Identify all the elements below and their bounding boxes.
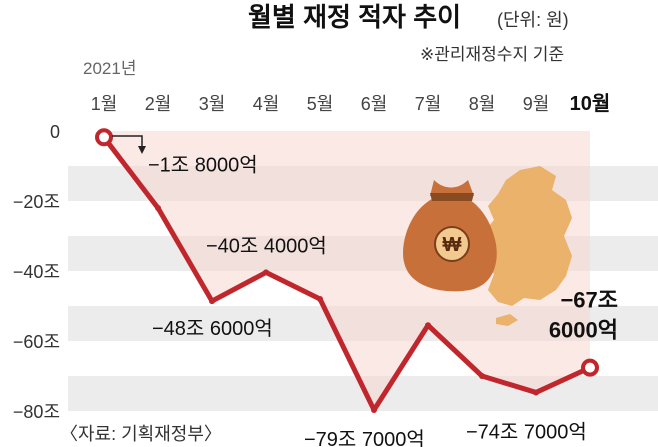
- data-point: [263, 269, 269, 276]
- x-tick-label: 10월: [570, 92, 611, 115]
- x-tick-label: 7월: [415, 94, 442, 114]
- data-point: [155, 205, 161, 211]
- x-tick-label: 8월: [469, 94, 496, 114]
- data-points: [95, 128, 599, 413]
- chart-title: 월별 재정 적자 추이: [248, 2, 461, 32]
- label-pointer: [112, 135, 143, 150]
- x-tick-label: 9월: [523, 94, 550, 114]
- x-tick-label: 5월: [307, 94, 334, 114]
- y-tick-label: −40조: [13, 262, 60, 282]
- data-label: −40조 4000억: [206, 234, 327, 257]
- y-axis: 0 −20조 −40조 −60조 −80조: [13, 122, 60, 422]
- label-pointer-head: [138, 146, 146, 154]
- subtitle: ※관리재정수지 기준: [420, 45, 564, 64]
- data-point: [581, 358, 599, 377]
- won-sign-icon: [434, 226, 470, 262]
- illustration: ₩: [403, 166, 572, 326]
- data-label: −1조 8000억: [148, 153, 258, 176]
- unit-label: (단위: 원): [497, 10, 569, 30]
- x-tick-label: 4월: [253, 94, 280, 114]
- x-tick-label: 6월: [361, 94, 388, 114]
- y-tick-label: 0: [50, 122, 60, 142]
- data-label: −74조 7000억: [466, 420, 587, 443]
- data-label: 6000억: [549, 318, 618, 343]
- data-point: [209, 298, 215, 305]
- y-tick-label: −60조: [13, 332, 60, 352]
- source-label: 〈자료: 기획재정부〉: [60, 424, 222, 444]
- money-bag-icon: ₩: [403, 180, 497, 292]
- data-point: [479, 373, 485, 379]
- x-axis: 1월 2월 3월 4월 5월 6월 7월 8월 9월 10월: [91, 92, 611, 115]
- data-label: −67조: [560, 288, 618, 313]
- x-tick-label: 2월: [145, 94, 172, 114]
- y-tick-label: −80조: [13, 402, 60, 422]
- korea-island-icon: [496, 314, 518, 326]
- data-point: [533, 389, 539, 396]
- data-label: −79조 7000억: [304, 428, 425, 447]
- data-point: [371, 406, 377, 413]
- data-point: [95, 128, 113, 147]
- data-labels: −1조 8000억 −48조 6000억 −40조 4000억 −79조 7000억 −…: [148, 153, 618, 447]
- data-label: −48조 6000억: [152, 317, 273, 340]
- data-point: [317, 296, 323, 302]
- korea-map-icon: [484, 166, 572, 306]
- data-point: [425, 322, 431, 329]
- deficit-line: [102, 135, 592, 413]
- won-sign-glyph: ₩: [443, 234, 462, 256]
- y-tick-label: −20조: [13, 192, 60, 212]
- x-tick-label: 1월: [91, 94, 118, 114]
- year-label: 2021년: [83, 59, 136, 78]
- x-tick-label: 3월: [199, 94, 226, 114]
